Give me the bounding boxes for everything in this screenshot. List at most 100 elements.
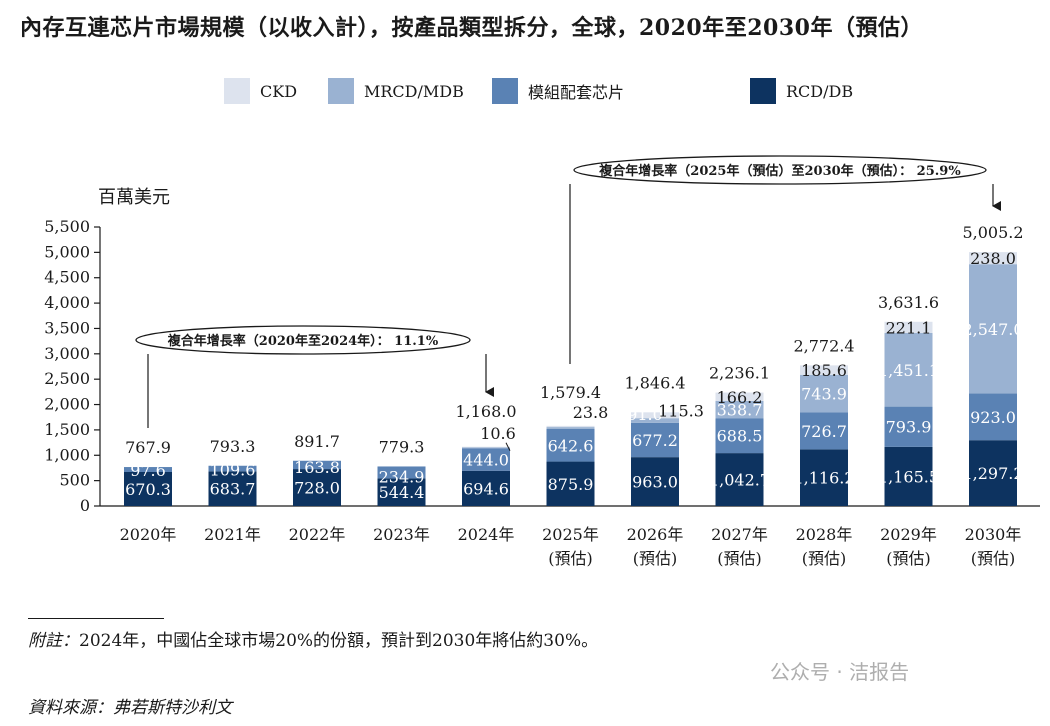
bar-segment <box>715 453 764 506</box>
segment-label-mrcd: 743.9 <box>801 385 847 404</box>
axes: 0 500 1,000 1,500 2,000 2,500 3,000 3,500 4,000 4… <box>44 217 1040 568</box>
footnote-divider <box>28 618 164 619</box>
bar-segment <box>969 264 1017 394</box>
segment-label-ckd: 185.6 <box>801 361 847 380</box>
total-label: 767.9 <box>125 438 171 457</box>
bar-segment <box>969 252 1017 265</box>
x-tick-label: 2023年 <box>373 525 430 544</box>
x-tick-label: 2030年 <box>965 525 1022 544</box>
segment-label-module: 234.9 <box>379 467 425 486</box>
segment-label-rcd: 694.6 <box>463 479 509 498</box>
x-tick-label: 2021年 <box>204 525 261 544</box>
segment-label-mrcd: 1,451.1 <box>878 361 939 380</box>
segment-label-rcd: 1,042.7 <box>709 471 770 490</box>
legend-item-mrcd: MRCD/MDB <box>328 78 464 104</box>
segment-label-ckd: 238.0 <box>970 249 1016 268</box>
segment-label-module: 444.0 <box>463 451 509 470</box>
bar-segment <box>631 418 679 423</box>
bar-segment <box>546 428 595 462</box>
bar-segment <box>377 466 426 479</box>
bar-segment <box>715 392 764 401</box>
total-label: 2,772.4 <box>793 336 854 355</box>
ckd-leader-line <box>505 442 511 451</box>
bar-segment <box>546 461 595 506</box>
bar-segment <box>884 406 933 447</box>
segment-label-mrcd: 91.0 <box>627 405 663 424</box>
bar-segment <box>208 471 257 506</box>
segment-label-module: 109.6 <box>210 460 256 479</box>
total-label: 2,236.1 <box>709 364 770 383</box>
cagr-left-text: 複合年增長率（2020年至2024年）： 11.1% <box>167 333 439 349</box>
legend-item-rcd: RCD/DB <box>750 78 853 104</box>
bar-segment <box>293 469 341 506</box>
y-tick-label: 4,500 <box>44 268 90 287</box>
bar-segment <box>715 418 764 454</box>
x-tick-label: (預估) <box>886 549 931 568</box>
x-tick-label: (預估) <box>548 549 593 568</box>
footnote: 附註：2024年，中國佔全球市場20%的份額，預計到2030年將佔約30%。 <box>28 626 598 651</box>
segment-label-ckd: 115.3 <box>658 401 704 420</box>
legend-swatch-ckd <box>224 78 250 104</box>
x-tick-label: 2022年 <box>289 525 346 544</box>
segment-label-mrcd: 37.1 <box>543 410 579 429</box>
bar-segment <box>462 447 510 449</box>
bar-segment <box>293 460 341 470</box>
segment-label-module: 677.2 <box>632 431 678 450</box>
total-label: 1,579.4 <box>540 383 601 402</box>
bar-segment <box>884 321 933 333</box>
y-tick-label: 3,500 <box>44 318 90 337</box>
total-label: 891.7 <box>294 432 340 451</box>
total-label: 779.3 <box>379 437 425 456</box>
segment-label-module: 726.7 <box>801 422 847 441</box>
y-tick-label: 1,000 <box>44 445 90 464</box>
bar-segment <box>800 374 848 413</box>
segment-label-ckd: 23.8 <box>573 403 609 422</box>
segment-label-mrcd: 18.8 <box>458 430 494 449</box>
bar-segment <box>800 449 848 506</box>
bar-segment <box>546 425 595 428</box>
legend-label-mrcd: MRCD/MDB <box>364 81 464 101</box>
total-label: 5,005.2 <box>962 223 1023 242</box>
bar-segment <box>884 446 933 506</box>
bar-segment <box>800 412 848 450</box>
legend-item-module: 模組配套芯片 <box>492 78 624 104</box>
segment-label-rcd: 683.7 <box>210 480 256 499</box>
segment-label-rcd: 544.4 <box>379 483 425 502</box>
cagr-right-text: 複合年增長率（2025年（預估）至2030年（預估）： 25.9% <box>598 163 961 179</box>
y-tick-label: 2,500 <box>44 369 90 388</box>
bar-segment <box>462 470 510 506</box>
legend-label-module: 模組配套芯片 <box>528 83 625 102</box>
segment-label-rcd: 1,116.2 <box>793 469 854 488</box>
bar-segment <box>377 478 426 506</box>
y-tick-label: 2,000 <box>44 395 90 414</box>
bar-segment <box>969 393 1017 441</box>
segment-label-rcd: 875.9 <box>548 475 594 494</box>
y-tick-label: 3,000 <box>44 344 90 363</box>
legend-swatch-mrcd <box>328 78 354 104</box>
y-tick-label: 0 <box>80 496 90 515</box>
segment-label-module: 923.0 <box>970 408 1016 427</box>
segment-label-mrcd: 338.7 <box>717 401 763 420</box>
total-label: 793.3 <box>210 437 256 456</box>
bar-segment <box>715 400 764 419</box>
bar-segment <box>800 365 848 375</box>
total-label: 1,846.4 <box>624 373 685 392</box>
legend-label-ckd: CKD <box>260 81 298 101</box>
segment-label-ckd: 221.1 <box>886 318 932 337</box>
segment-label-ckd: 166.2 <box>717 388 763 407</box>
x-tick-label: 2020年 <box>120 525 177 544</box>
total-label: 3,631.6 <box>878 293 939 312</box>
cagr-right-ellipse <box>573 155 987 185</box>
legend-label-rcd: RCD/DB <box>786 81 854 101</box>
y-tick-label: 4,000 <box>44 293 90 312</box>
source-note: 資料來源：弗若斯特沙利文 <box>28 698 232 718</box>
x-tick-label: (預估) <box>802 549 847 568</box>
total-label: 1,168.0 <box>455 402 516 421</box>
segment-label-rcd: 1,297.2 <box>962 464 1023 483</box>
legend-swatch-module <box>492 78 518 104</box>
y-tick-label: 1,500 <box>44 420 90 439</box>
segment-label-ckd: 10.6 <box>480 424 516 443</box>
bar-segment <box>462 446 510 448</box>
x-tick-label: 2027年 <box>711 525 768 544</box>
